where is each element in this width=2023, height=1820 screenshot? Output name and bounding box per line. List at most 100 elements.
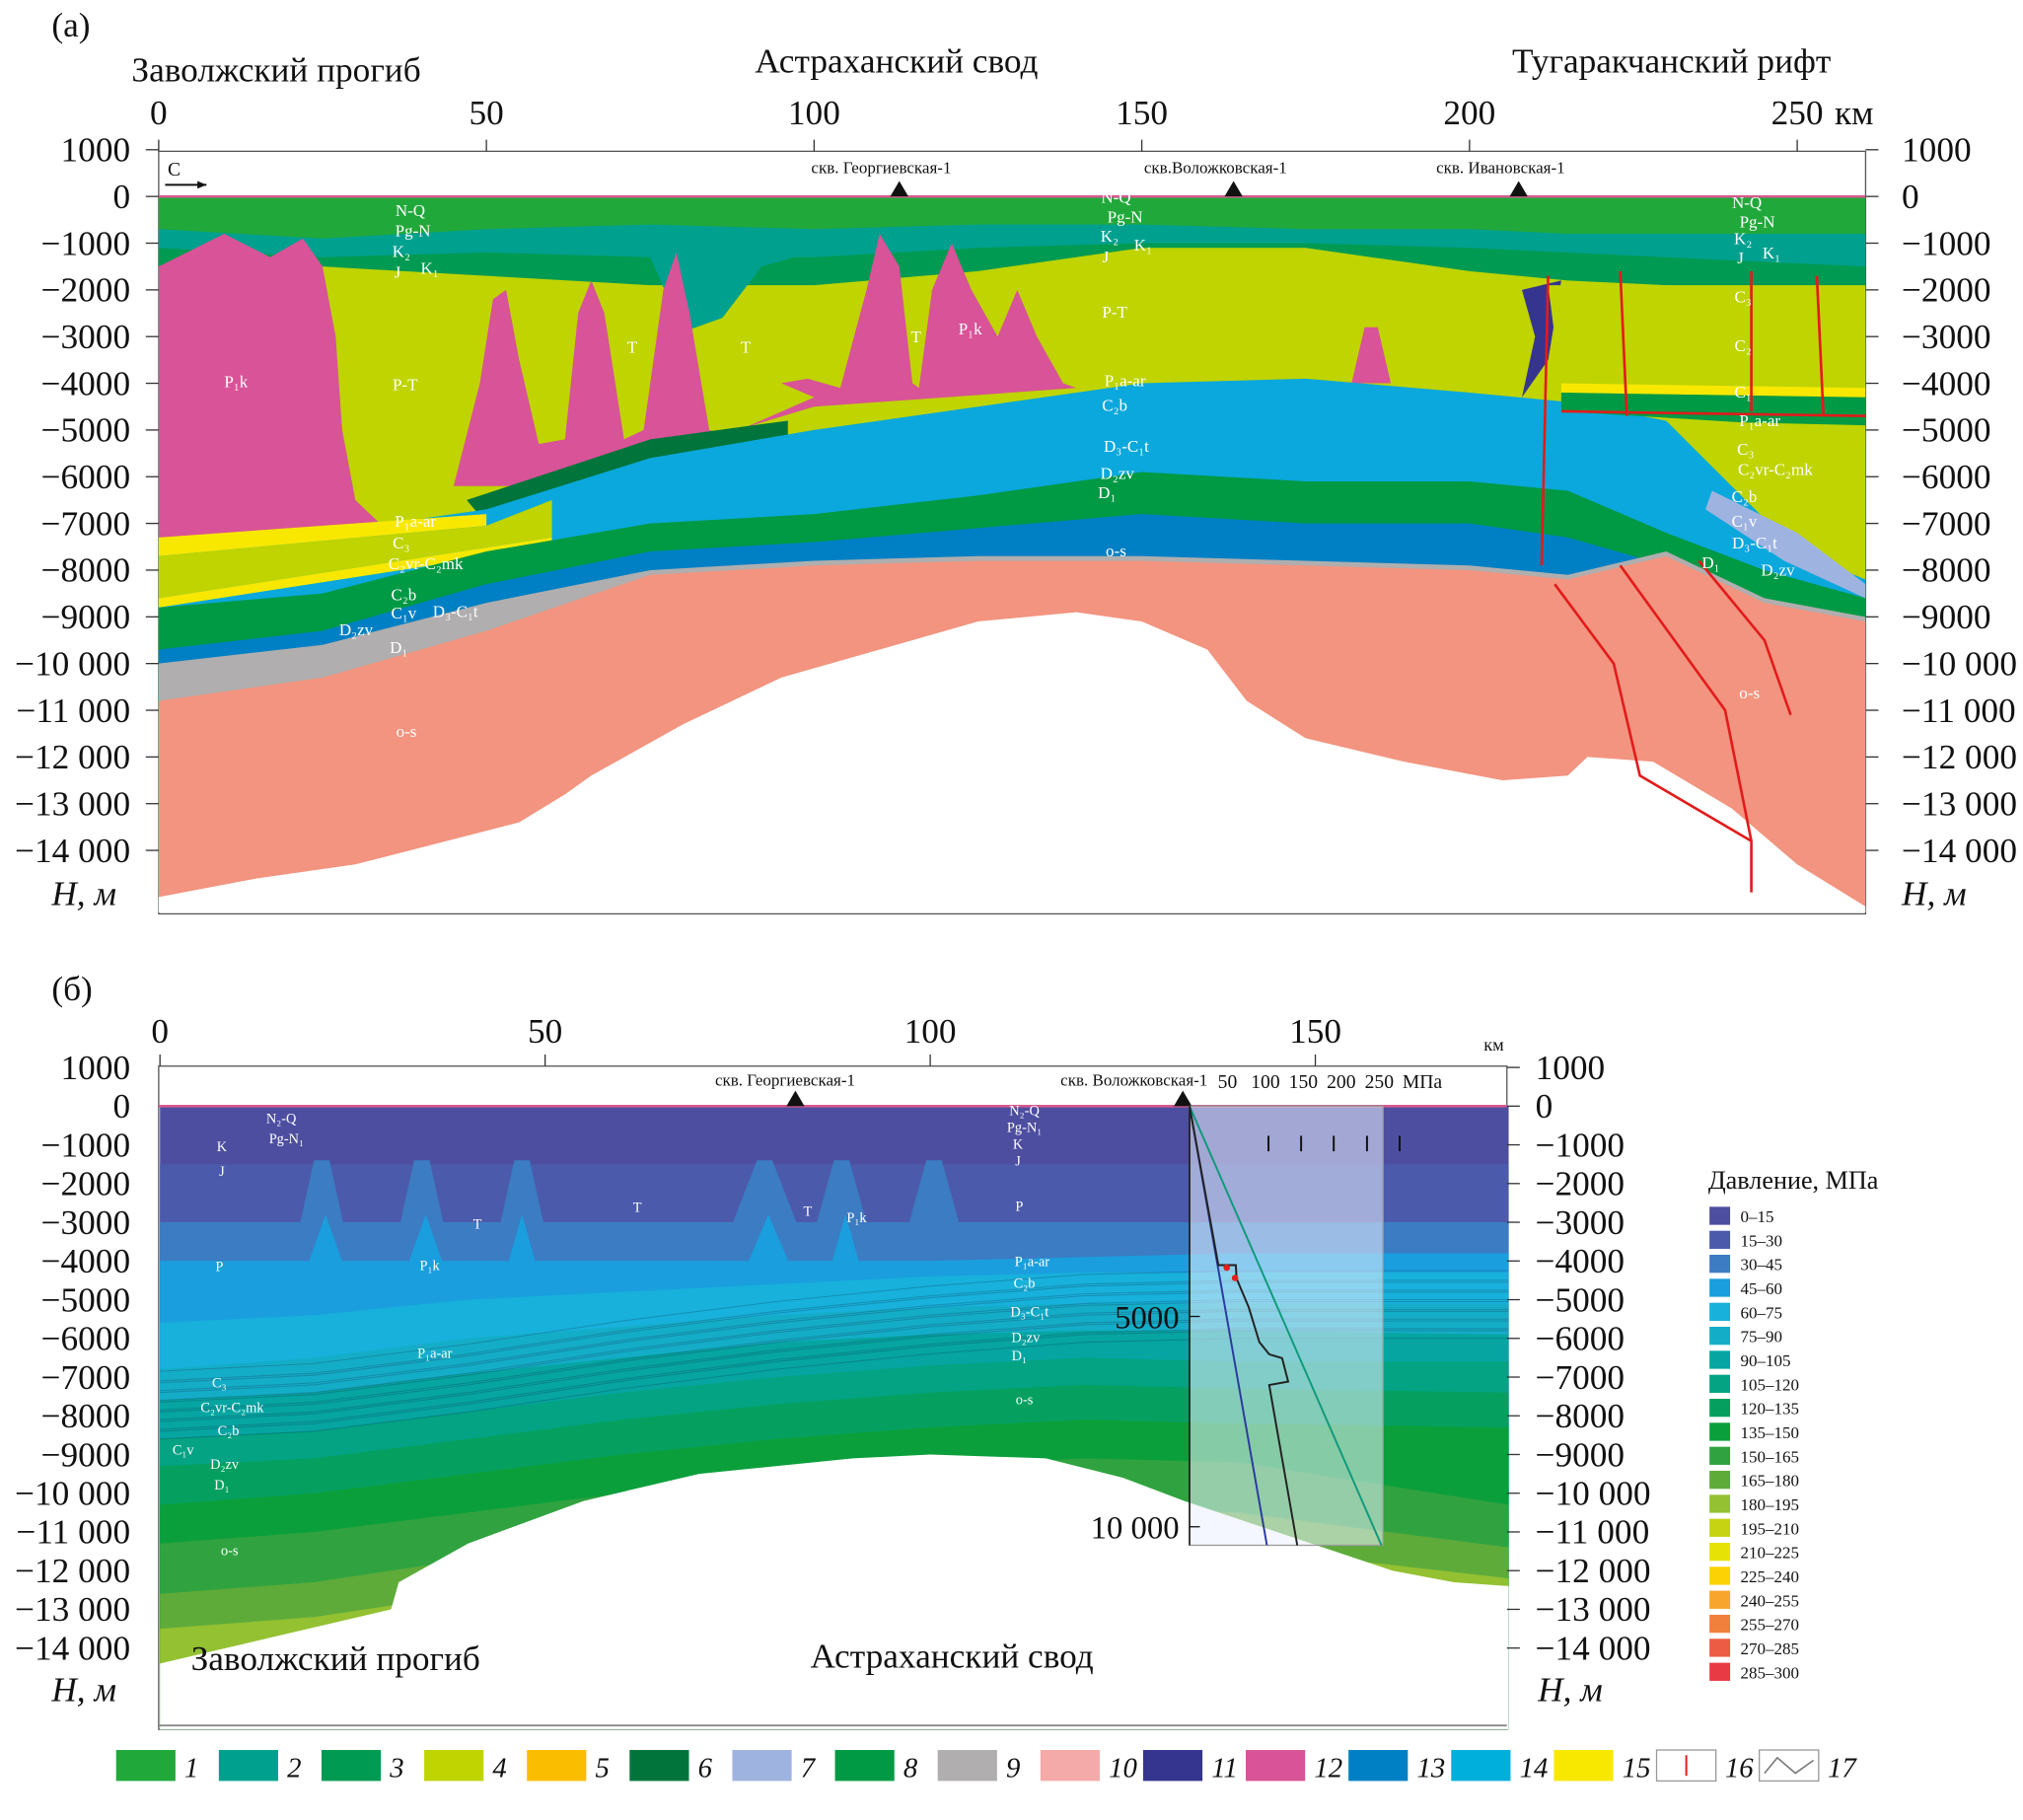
strata-label: P₁a-ar [1015, 1255, 1050, 1271]
y-tick-label-left: −8000 [41, 1397, 131, 1435]
strata-label: T [633, 1201, 642, 1216]
well-label: скв. Георгиевская-1 [715, 1070, 855, 1089]
y-tick-label-right: −11 000 [1902, 692, 2016, 730]
strata-label: T [803, 1204, 812, 1220]
legend-number: 2 [287, 1753, 301, 1784]
strata-label: D₁ [1098, 483, 1116, 502]
strata-label: Pg-N₁ [269, 1131, 304, 1147]
strata-label: C₂b [218, 1423, 240, 1439]
salt-dome-pressure [814, 1214, 877, 1292]
well-label: скв. Воложковская-1 [1060, 1070, 1207, 1089]
strata-label: C₃ [1735, 287, 1752, 306]
strata-label: C₂b [1732, 487, 1758, 506]
y-tick-label-left: −10 000 [15, 644, 130, 683]
strata-label: P₁k [419, 1258, 440, 1274]
salt-dome-pressure [892, 1160, 976, 1266]
well-triangle-icon [1224, 181, 1243, 197]
strata-label: D₁ [214, 1478, 229, 1493]
y-tick-label-right: −1000 [1536, 1126, 1626, 1164]
fault-line [1619, 564, 1753, 893]
panel-a-wells: скв. Георгиевская-1 скв.Воложковская-1 скв… [811, 159, 1565, 197]
layer-p1a-ar [158, 514, 487, 556]
strata-label: o-s [221, 1544, 239, 1560]
fault-line [1553, 583, 1753, 842]
y-tick-label-left: −4000 [41, 364, 131, 402]
pressure-range-label: 0–15 [1741, 1207, 1774, 1226]
strata-label: T [911, 328, 922, 346]
y-tick-label-left: −6000 [41, 458, 131, 496]
strata-label: C₂b [1014, 1276, 1036, 1292]
y-tick-label-right: −2000 [1536, 1165, 1626, 1203]
y-tick-label-left: −12 000 [15, 738, 130, 776]
strata-label: J [395, 263, 401, 282]
legend-number: 8 [903, 1753, 918, 1784]
pressure-range-label: 150–165 [1741, 1447, 1800, 1466]
pressure-range-label: 195–210 [1741, 1519, 1800, 1538]
x-tick-label: 150 [1289, 1012, 1341, 1051]
salt-dome-pressure [290, 1214, 361, 1292]
legend-swatch-9 [937, 1750, 997, 1782]
strata-label: D₂zv [339, 620, 374, 639]
fault-line [1619, 270, 1628, 416]
horizon-line [160, 1291, 1509, 1394]
panel-b-wells: скв. Георгиевская-1 скв. Воложковская-1 [715, 1070, 1207, 1107]
region-astrakhan: Астраханский свод [755, 42, 1038, 81]
legend-number: 6 [698, 1753, 713, 1784]
salt-dome-pressure [391, 1214, 461, 1292]
legend-number: 12 [1314, 1753, 1342, 1784]
direction-arrowhead-icon [197, 181, 207, 189]
legend-number: 14 [1520, 1753, 1549, 1784]
x-tick-label: 50 [528, 1012, 562, 1051]
y-tick-label-right: 1000 [1536, 1049, 1606, 1087]
salt-dome [453, 234, 1077, 486]
x-tick-label: 50 [469, 94, 503, 132]
y-tick-label-left: −14 000 [15, 1629, 130, 1667]
well-triangle-icon [1174, 1090, 1192, 1107]
y-tick-label-right: −10 000 [1536, 1475, 1651, 1513]
strata-label: C₂ [1735, 336, 1752, 355]
pressure-depth-inset: 50 100 150 200 250 МПа 5000 10 000 [1091, 1072, 1443, 1547]
legend-swatch-4 [424, 1750, 484, 1782]
layer-rift-c3 [1548, 285, 1866, 394]
salt-dome [1351, 327, 1392, 384]
strata-label: o-s [397, 722, 417, 741]
symbol-legend: 1 2 3 4 5 6 7 8 9 10 11 12 13 14 15 16 17 [115, 1749, 1857, 1784]
y-tick-label-right: −14 000 [1902, 832, 2017, 870]
pressure-swatch [1709, 1302, 1731, 1321]
below-section-blank [158, 612, 1866, 913]
pressure-swatch [1709, 1350, 1731, 1369]
horizon-line [160, 1318, 1509, 1420]
inset-x-tick-label: 250 [1365, 1072, 1395, 1093]
strata-label: P₁k [846, 1210, 867, 1226]
strata-label: C₁v [392, 604, 417, 622]
y-tick-label-left: −3000 [41, 1203, 131, 1242]
strata-label: N₂-Q [1009, 1103, 1040, 1119]
legend-number: 3 [389, 1753, 403, 1784]
pressure-swatch [1709, 1542, 1731, 1562]
horizon-line [160, 1330, 1509, 1432]
strata-label: K₂ [393, 243, 410, 261]
strata-label: P [1015, 1199, 1023, 1214]
y-tick-label-right: −3000 [1536, 1203, 1626, 1242]
strata-label: P₁a-ar [1105, 371, 1146, 390]
y-tick-label-right: −6000 [1902, 458, 1991, 496]
x-tick-label: 100 [904, 1012, 957, 1051]
y-tick-label-right: −6000 [1536, 1320, 1626, 1358]
pressure-range-label: 75–90 [1741, 1328, 1783, 1347]
strata-label: D₂zv [1761, 561, 1795, 580]
horizon-line [160, 1320, 1509, 1422]
strata-label: K₁ [1134, 236, 1152, 255]
strata-label: D₂zv [1101, 465, 1135, 483]
legend-swatch-17 [1758, 1749, 1820, 1783]
pressure-swatch [1709, 1518, 1731, 1537]
inset-x-tick-label: 50 [1218, 1072, 1238, 1093]
fold-symbol-icon [1764, 1756, 1815, 1775]
y-tick-label-left: −9000 [41, 1435, 131, 1474]
strata-label: K [217, 1139, 228, 1155]
strata-label: T [473, 1217, 482, 1233]
strata-label: K₂ [1101, 227, 1119, 246]
pressure-swatch [1709, 1638, 1731, 1657]
layer-c2-c3 [158, 499, 552, 599]
strata-label: N-Q [1101, 188, 1130, 207]
